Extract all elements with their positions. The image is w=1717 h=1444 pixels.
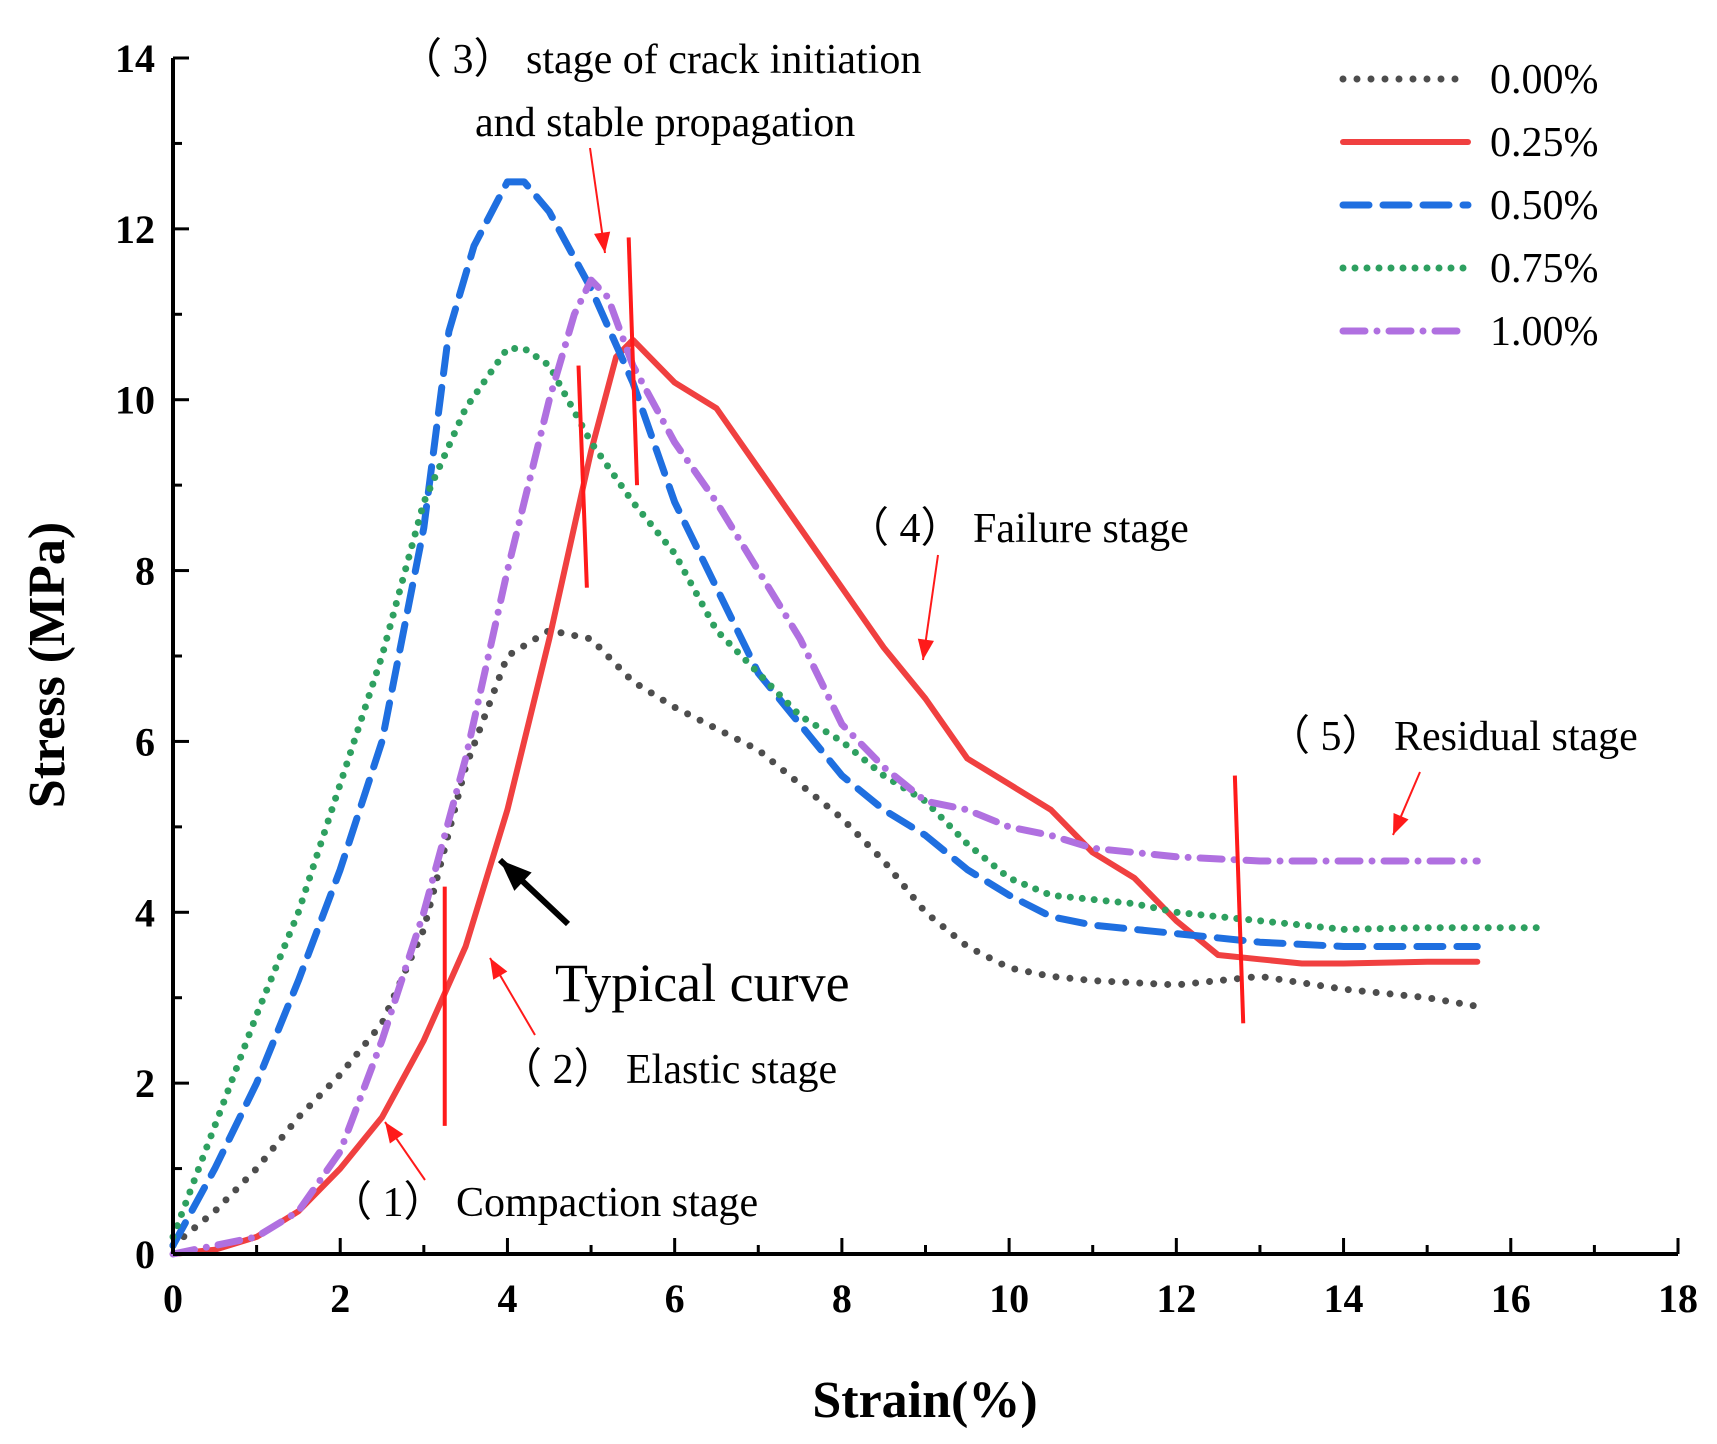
x-tick-label: 4 bbox=[497, 1276, 517, 1321]
series-line-1 bbox=[170, 336, 1481, 1257]
legend: 0.00% 0.25% 0.50% 0.75% 1.00% bbox=[1339, 57, 1599, 355]
series-lines bbox=[169, 178, 1548, 1258]
stage-markers bbox=[442, 237, 1246, 1126]
annotations: （ 3） stage of crack initiation and stabl… bbox=[330, 37, 1638, 1226]
axes bbox=[171, 56, 1680, 1256]
y-tick-label: 6 bbox=[135, 719, 155, 764]
annotation-compaction-stage: （ 1） Compaction stage bbox=[330, 1180, 758, 1226]
legend-label-4: 1.00% bbox=[1490, 309, 1599, 355]
series-line-4 bbox=[169, 276, 1481, 1258]
y-tick-label: 4 bbox=[135, 890, 155, 935]
series-line-2 bbox=[169, 178, 1481, 1249]
y-tick-label: 8 bbox=[135, 549, 155, 594]
arrow-typical-curve-head bbox=[500, 860, 532, 891]
stage-marker-1 bbox=[576, 365, 589, 588]
x-tick-label: 16 bbox=[1491, 1276, 1531, 1321]
y-tick-label: 0 bbox=[135, 1232, 155, 1277]
annotation-crack-stage-line2: and stable propagation bbox=[475, 100, 855, 146]
arrow-crack-stage-head bbox=[594, 231, 611, 253]
stage-marker-2 bbox=[626, 237, 640, 486]
annotation-residual-stage: （ 5） Residual stage bbox=[1268, 714, 1638, 760]
series-line-3 bbox=[169, 345, 1548, 1241]
tick-labels: 0 2 4 6 8 10 12 14 16 18 0 2 4 6 8 10 12 14 bbox=[115, 36, 1698, 1321]
y-tick-label: 10 bbox=[115, 378, 155, 423]
x-tick-label: 14 bbox=[1324, 1276, 1364, 1321]
x-tick-label: 0 bbox=[163, 1276, 183, 1321]
x-tick-label: 2 bbox=[330, 1276, 350, 1321]
y-tick-label: 14 bbox=[115, 36, 155, 81]
annotation-failure-stage: （ 4） Failure stage bbox=[847, 506, 1189, 552]
x-axis-title: Strain(%) bbox=[812, 1372, 1037, 1429]
x-tick-label: 10 bbox=[989, 1276, 1029, 1321]
annotation-crack-stage-line1: （ 3） stage of crack initiation bbox=[400, 37, 921, 83]
x-tick-label: 12 bbox=[1156, 1276, 1196, 1321]
y-tick-label: 2 bbox=[135, 1061, 155, 1106]
x-tick-label: 18 bbox=[1658, 1276, 1698, 1321]
arrow-residual-stage-head bbox=[1393, 813, 1409, 835]
legend-label-1: 0.25% bbox=[1490, 120, 1599, 166]
x-tick-label: 8 bbox=[832, 1276, 852, 1321]
arrow-compaction-stage-head bbox=[385, 1122, 404, 1144]
y-axis-title: Stress (MPa) bbox=[19, 522, 76, 808]
legend-label-3: 0.75% bbox=[1490, 246, 1599, 292]
annotation-elastic-stage: （ 2） Elastic stage bbox=[500, 1047, 837, 1093]
legend-label-2: 0.50% bbox=[1490, 183, 1599, 229]
annotation-arrows bbox=[384, 147, 1421, 1181]
series-line-0 bbox=[169, 626, 1481, 1249]
y-tick-label: 12 bbox=[115, 207, 155, 252]
arrow-elastic-stage-head bbox=[490, 958, 508, 980]
legend-label-0: 0.00% bbox=[1490, 57, 1599, 103]
stage-marker-3 bbox=[1232, 775, 1246, 1024]
annotation-typical-curve: Typical curve bbox=[555, 953, 850, 1013]
arrow-failure-stage-head bbox=[917, 638, 934, 660]
x-tick-label: 6 bbox=[665, 1276, 685, 1321]
